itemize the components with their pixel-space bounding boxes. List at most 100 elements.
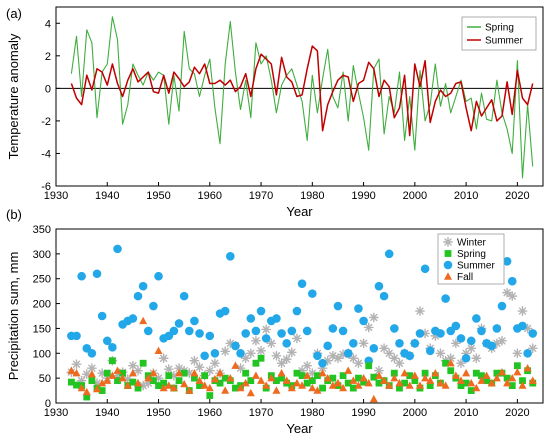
point-winter xyxy=(292,333,302,344)
panel-b-series xyxy=(66,244,538,403)
point-winter xyxy=(450,338,461,349)
point-summer xyxy=(174,319,184,328)
point-winter xyxy=(286,347,297,358)
point-summer xyxy=(425,346,435,356)
point-winter xyxy=(158,353,169,364)
point-fall xyxy=(82,387,91,396)
point-summer xyxy=(138,281,148,291)
point-spring xyxy=(247,377,255,385)
x-tick-label: 1940 xyxy=(95,407,119,419)
point-summer xyxy=(308,289,317,298)
point-spring xyxy=(329,374,337,382)
point-spring xyxy=(390,369,398,377)
point-fall xyxy=(497,367,506,376)
point-fall xyxy=(400,368,409,377)
x-tick-label: 1970 xyxy=(249,190,273,202)
point-spring xyxy=(165,372,173,380)
x-tick-label: 1940 xyxy=(95,190,119,202)
point-winter xyxy=(507,291,518,302)
legend-label-summer: Summer xyxy=(485,36,523,47)
y-tick-label: -4 xyxy=(41,148,51,160)
point-winter xyxy=(133,365,143,376)
y-tick-label: -6 xyxy=(41,181,51,193)
point-summer xyxy=(318,358,327,368)
point-spring xyxy=(108,357,116,365)
point-spring xyxy=(196,382,203,389)
point-summer xyxy=(415,329,425,338)
point-spring xyxy=(513,362,521,370)
y-tick-label: -2 xyxy=(41,116,51,128)
y-tick-label: 100 xyxy=(33,348,51,360)
point-summer xyxy=(102,336,112,346)
point-summer xyxy=(195,329,204,338)
y-tick-label: 350 xyxy=(33,224,51,236)
point-fall xyxy=(195,376,204,384)
point-spring xyxy=(483,377,491,385)
point-spring xyxy=(180,369,188,377)
point-fall xyxy=(477,376,486,384)
series-line-summer xyxy=(70,45,534,137)
point-fall xyxy=(144,373,153,382)
point-spring xyxy=(370,373,378,381)
point-summer xyxy=(313,351,322,361)
point-spring xyxy=(344,379,352,387)
point-spring xyxy=(293,369,301,377)
point-fall xyxy=(200,381,209,389)
point-winter xyxy=(502,287,513,298)
panel-a-x-axis-title: Year xyxy=(286,204,313,219)
point-winter xyxy=(251,335,261,346)
point-winter xyxy=(256,345,266,356)
point-fall xyxy=(492,373,501,382)
point-summer xyxy=(333,301,343,311)
point-summer xyxy=(154,271,163,281)
point-spring xyxy=(134,384,142,392)
point-winter xyxy=(302,360,313,371)
point-fall xyxy=(93,384,102,393)
point-fall xyxy=(98,378,107,387)
panel-b-y-axis-title: Precipitation sum, mm xyxy=(6,252,21,381)
point-fall xyxy=(374,371,383,379)
point-fall xyxy=(456,376,465,384)
point-winter xyxy=(194,362,205,373)
point-fall xyxy=(292,378,301,387)
point-fall xyxy=(487,378,496,387)
point-fall xyxy=(128,368,137,377)
point-spring xyxy=(175,377,183,385)
panel-a-ticks: 1930 1940 1950 1960 1970 1980 1990 2000 2010 2020… xyxy=(41,18,529,202)
point-summer xyxy=(241,329,250,338)
panel-b-ticks: 1930 1940 1950 1960 1970 1980 1990 2000 2010 2020… xyxy=(33,224,530,419)
point-spring xyxy=(467,387,475,394)
point-winter xyxy=(353,358,364,369)
point-spring xyxy=(298,372,306,380)
point-summer xyxy=(523,348,532,358)
x-tick-label: 1950 xyxy=(146,190,170,202)
point-fall xyxy=(231,361,240,369)
point-summer xyxy=(251,326,261,336)
point-summer xyxy=(374,281,384,291)
point-summer xyxy=(354,304,363,313)
point-winter xyxy=(527,343,538,354)
point-summer xyxy=(97,311,107,321)
point-fall xyxy=(164,381,173,389)
point-fall xyxy=(349,376,358,384)
point-fall xyxy=(410,371,419,379)
point-summer xyxy=(349,339,358,348)
x-tick-label: 2000 xyxy=(403,407,427,419)
point-summer xyxy=(487,341,497,351)
point-summer xyxy=(328,324,338,333)
point-fall xyxy=(359,373,368,382)
point-spring xyxy=(139,359,147,367)
point-spring xyxy=(191,374,198,382)
x-tick-label: 1980 xyxy=(300,190,324,202)
point-spring xyxy=(355,374,362,382)
point-summer xyxy=(461,353,471,363)
point-summer xyxy=(277,329,286,338)
point-fall xyxy=(277,368,286,377)
point-summer xyxy=(390,324,399,333)
point-fall xyxy=(282,376,291,384)
point-spring xyxy=(365,362,373,370)
point-fall xyxy=(236,383,245,392)
panel-a-legend: Spring Summer xyxy=(461,16,537,51)
point-winter xyxy=(471,353,482,364)
point-winter xyxy=(497,335,507,346)
